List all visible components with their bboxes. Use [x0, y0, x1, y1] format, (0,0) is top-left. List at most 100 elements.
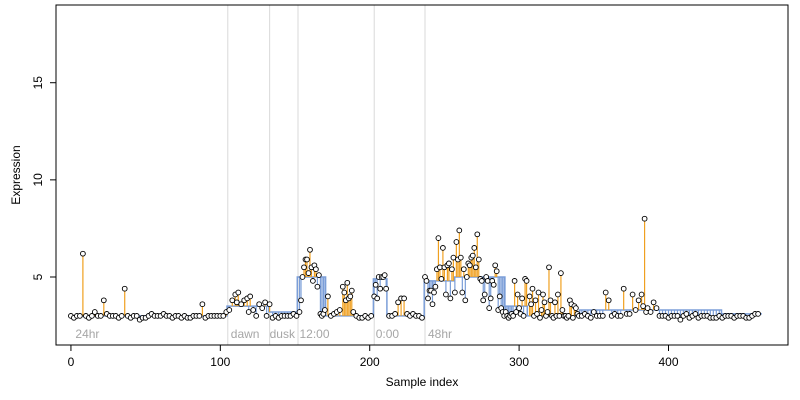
- data-point: [617, 313, 624, 319]
- data-point: [510, 313, 516, 319]
- data-point: [620, 285, 627, 292]
- data-point: [570, 314, 576, 321]
- data-point: [446, 260, 452, 267]
- data-point: [372, 281, 379, 288]
- data-point: [541, 299, 548, 306]
- data-point: [368, 313, 375, 319]
- data-point: [226, 307, 233, 313]
- data-point: [310, 278, 316, 284]
- data-point: [590, 309, 597, 315]
- data-point: [457, 254, 464, 261]
- data-point: [392, 311, 398, 317]
- data-point: [547, 297, 554, 304]
- data-point: [431, 289, 437, 296]
- annotation-label: 24hr: [75, 327, 99, 341]
- data-point: [496, 293, 503, 300]
- data-point: [516, 305, 522, 311]
- data-point: [336, 307, 343, 313]
- data-point: [293, 313, 300, 319]
- data-point: [493, 268, 500, 275]
- data-point: [647, 309, 654, 315]
- data-point: [469, 252, 476, 259]
- data-point: [629, 291, 636, 298]
- data-point: [463, 274, 470, 280]
- data-point: [641, 215, 648, 222]
- data-point: [599, 313, 606, 319]
- data-point: [299, 274, 306, 280]
- data-point: [640, 303, 646, 309]
- x-axis-label: Sample index: [386, 375, 459, 389]
- data-point: [298, 297, 304, 304]
- data-point: [559, 307, 566, 313]
- annotations: 24hr dawn dusk 12:00 0:00 48hr: [75, 327, 452, 341]
- data-point: [316, 272, 322, 278]
- data-point: [452, 289, 458, 296]
- data-point: [344, 279, 351, 286]
- data-point: [602, 289, 609, 296]
- data-point: [259, 305, 266, 311]
- data-point: [573, 305, 579, 311]
- data-point: [514, 291, 521, 298]
- data-point: [520, 313, 527, 319]
- data-point: [460, 266, 467, 273]
- data-point: [235, 289, 242, 296]
- data-point: [256, 301, 263, 308]
- annotation-label: 48hr: [428, 327, 452, 341]
- data-point: [544, 309, 551, 315]
- data-point: [304, 256, 310, 263]
- data-point: [605, 297, 612, 304]
- data-point: [674, 313, 681, 319]
- data-point: [632, 307, 639, 313]
- data-point: [555, 291, 561, 298]
- data-point: [419, 314, 425, 321]
- x-tick-label: 400: [658, 355, 678, 369]
- data-point: [755, 311, 761, 317]
- data-point: [383, 285, 389, 292]
- data-point: [429, 301, 436, 308]
- data-point: [133, 313, 140, 319]
- annotation-label: dusk: [270, 327, 296, 341]
- data-point: [538, 307, 545, 313]
- data-point: [97, 313, 104, 319]
- data-point: [341, 289, 348, 296]
- data-point: [425, 295, 431, 302]
- data-point: [253, 313, 260, 319]
- data-point: [478, 278, 485, 284]
- data-point: [626, 311, 633, 317]
- y-axis: 5 10 15: [31, 76, 56, 280]
- data-point: [121, 285, 128, 292]
- data-point: [475, 256, 482, 263]
- data-point: [89, 313, 95, 319]
- data-point: [453, 239, 460, 245]
- data-points: [68, 215, 761, 323]
- data-point: [546, 264, 552, 271]
- data-point: [449, 266, 455, 273]
- data-point: [263, 313, 270, 319]
- data-point: [347, 293, 354, 300]
- x-tick-label: 200: [360, 355, 380, 369]
- data-point: [443, 291, 449, 298]
- data-point: [490, 281, 497, 288]
- data-point: [492, 262, 499, 269]
- data-point: [245, 309, 252, 315]
- data-point: [474, 231, 481, 238]
- data-point: [438, 276, 445, 282]
- data-point: [456, 227, 463, 234]
- data-point: [532, 297, 539, 304]
- data-point: [523, 278, 530, 284]
- y-tick-label: 15: [31, 76, 45, 90]
- y-tick-label: 10: [31, 173, 45, 187]
- data-point: [395, 299, 401, 306]
- data-point: [534, 311, 540, 317]
- data-point: [377, 285, 384, 292]
- data-point: [528, 301, 534, 308]
- data-point: [677, 316, 684, 323]
- data-point: [487, 295, 494, 302]
- data-point: [432, 283, 439, 290]
- annotation-label: 0:00: [376, 327, 400, 341]
- annotation-label: 12:00: [300, 327, 330, 341]
- data-point: [459, 289, 466, 296]
- data-point: [350, 309, 357, 315]
- data-point: [480, 297, 487, 304]
